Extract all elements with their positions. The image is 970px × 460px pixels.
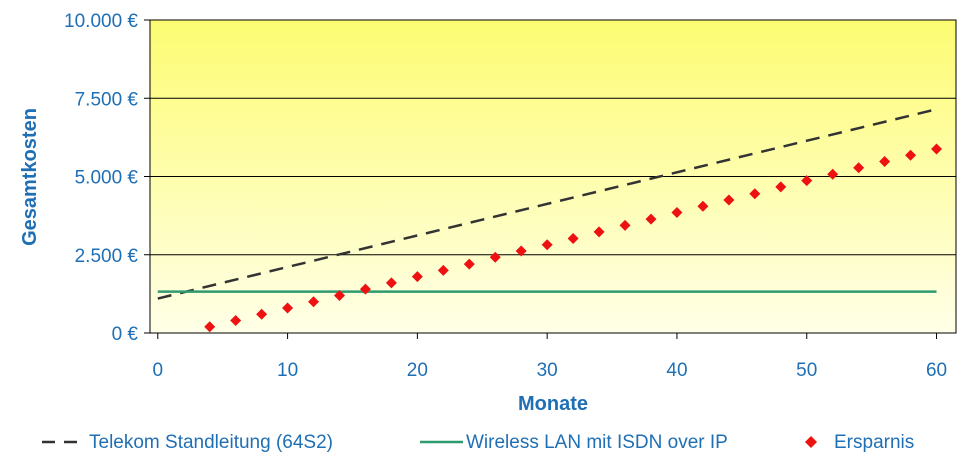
legend-item-wireless: Wireless LAN mit ISDN over IP: [420, 432, 728, 453]
legend-label-ersparnis: Ersparnis: [834, 432, 914, 453]
data-point-ersparnis: [827, 168, 839, 180]
y-tick-label: 10.000 €: [64, 11, 138, 32]
data-point-ersparnis: [931, 143, 943, 155]
data-point-ersparnis: [567, 232, 579, 244]
x-tick-label: 40: [666, 360, 687, 381]
data-point-ersparnis: [256, 308, 268, 320]
data-point-ersparnis: [723, 194, 735, 206]
axes: 0 € 2.500 € 5.000 € 7.500 € 10.000 € 0 10 20 30 4…: [64, 11, 947, 381]
data-point-ersparnis: [853, 162, 865, 174]
data-point-ersparnis: [411, 271, 423, 283]
y-axis-title: Gesamtkosten: [19, 108, 41, 246]
legend-swatch-ersparnis: [805, 436, 817, 448]
data-point-ersparnis: [671, 206, 683, 218]
x-axis-title: Monate: [518, 393, 588, 415]
data-point-ersparnis: [775, 181, 787, 193]
data-point-ersparnis: [204, 321, 216, 333]
data-point-ersparnis: [593, 226, 605, 238]
series-line-0: [157, 107, 937, 300]
gridlines: [150, 97, 956, 256]
x-tick-label: 10: [277, 360, 298, 381]
data-point-ersparnis: [437, 264, 449, 276]
x-tick-label: 20: [407, 360, 428, 381]
y-tick-label: 0 €: [112, 324, 139, 345]
data-point-ersparnis: [308, 296, 320, 308]
legend: Telekom Standleitung (64S2) Wireless LAN…: [42, 432, 914, 453]
data-point-ersparnis: [879, 155, 891, 167]
legend-item-ersparnis: Ersparnis: [805, 432, 914, 453]
legend-item-telekom: Telekom Standleitung (64S2): [42, 432, 333, 453]
x-tick-label: 0: [152, 360, 163, 381]
y-tick-label: 2.500 €: [75, 246, 139, 267]
x-tick-label: 30: [537, 360, 558, 381]
data-point-ersparnis: [905, 149, 917, 161]
y-tick-label: 5.000 €: [75, 168, 139, 189]
x-tick-label: 50: [796, 360, 817, 381]
data-point-ersparnis: [333, 289, 345, 301]
data-point-ersparnis: [282, 302, 294, 314]
data-point-ersparnis: [645, 213, 657, 225]
y-tick-label: 7.500 €: [75, 89, 139, 110]
data-point-ersparnis: [749, 188, 761, 200]
data-point-ersparnis: [541, 239, 553, 251]
data-point-ersparnis: [801, 175, 813, 187]
data-point-ersparnis: [489, 251, 501, 263]
legend-label-wireless: Wireless LAN mit ISDN over IP: [466, 432, 728, 453]
data-point-ersparnis: [515, 245, 527, 257]
data-point-ersparnis: [359, 283, 371, 295]
data-point-ersparnis: [385, 277, 397, 289]
legend-label-telekom: Telekom Standleitung (64S2): [89, 432, 333, 453]
data-point-ersparnis: [230, 314, 242, 326]
data-point-ersparnis: [463, 258, 475, 270]
x-tick-label: 60: [926, 360, 947, 381]
series-layer: [157, 107, 943, 333]
data-point-ersparnis: [619, 219, 631, 231]
data-point-ersparnis: [697, 200, 709, 212]
